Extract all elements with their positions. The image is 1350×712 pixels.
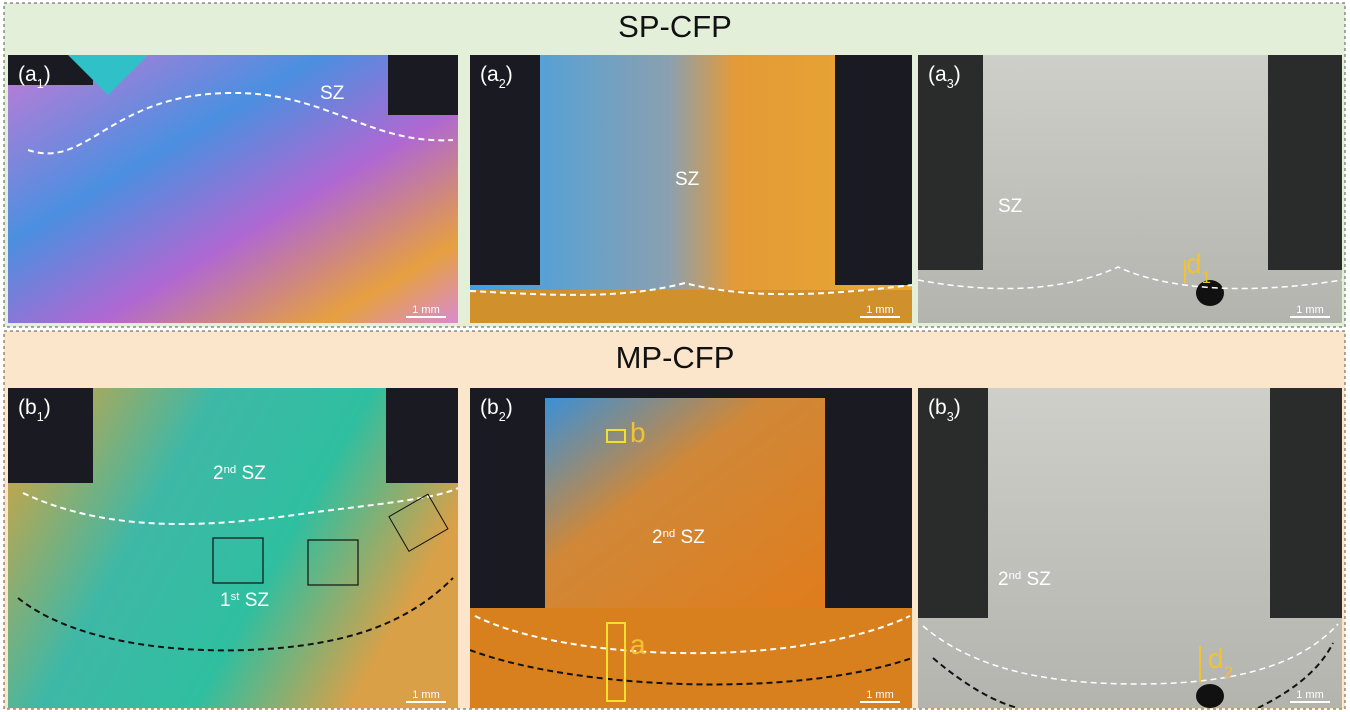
text-part: d — [1186, 248, 1202, 279]
mount — [1268, 55, 1342, 270]
annotation: SZ — [998, 196, 1023, 217]
text-part: SZ — [998, 196, 1023, 217]
annotation: 2nd SZ — [213, 463, 266, 484]
annotation: SZ — [675, 169, 700, 190]
text-part: (b — [480, 396, 499, 419]
mount — [835, 55, 912, 285]
scale-bar-label: 1 mm — [412, 689, 440, 701]
text-part: 2 — [213, 463, 224, 484]
micrograph — [545, 398, 825, 608]
text-part: nd — [1009, 570, 1022, 582]
text-part: 2 — [499, 77, 506, 91]
scale-bar-label: 1 mm — [1296, 304, 1324, 316]
text-part: SZ — [675, 169, 700, 190]
text-part: 2 — [652, 527, 663, 548]
text-part: d — [1208, 643, 1224, 674]
scale-bar-label: 1 mm — [866, 689, 894, 701]
text-part: ) — [954, 63, 961, 86]
annotation: 2nd SZ — [998, 569, 1051, 590]
annotation: 2nd SZ — [652, 527, 705, 548]
text-part: SZ — [1021, 569, 1051, 590]
annotation: b — [630, 417, 646, 448]
text-part: (a — [18, 63, 37, 86]
text-part: SZ — [320, 83, 345, 104]
text-part: ) — [44, 63, 51, 86]
image — [918, 55, 1342, 323]
text-part: 1 — [37, 77, 44, 91]
scale-bar-label: 1 mm — [866, 304, 894, 316]
text-part: b — [630, 417, 646, 448]
scale-bar-label: 1 mm — [412, 304, 440, 316]
section-title: SP-CFP — [618, 9, 732, 44]
section-title: MP-CFP — [616, 340, 735, 375]
text-part: ) — [506, 63, 513, 86]
panel: (a1) SZ 1 mm — [8, 55, 458, 323]
text-part: 1 — [220, 590, 231, 611]
text-part: 2 — [998, 569, 1009, 590]
text-part: nd — [224, 464, 237, 476]
text-part: ) — [44, 396, 51, 419]
mount — [388, 55, 458, 115]
text-part: SZ — [236, 463, 266, 484]
scale-bar-label: 1 mm — [1296, 689, 1324, 701]
text-part: 3 — [947, 77, 954, 91]
annotation: a — [630, 629, 646, 660]
text-part: 3 — [947, 410, 954, 424]
void — [1196, 684, 1224, 708]
annotation: SZ — [320, 83, 345, 104]
base — [470, 608, 912, 708]
image — [470, 388, 912, 708]
image — [8, 388, 458, 708]
text-part: 1 — [1202, 268, 1211, 287]
text-part: ) — [506, 396, 513, 419]
text-part: (a — [928, 63, 947, 86]
figure: SP-CFP MP-CFP (a1)SZ1 mm(a2)SZ1 mm(a3)SZ… — [0, 0, 1350, 712]
mount — [386, 388, 458, 483]
text-part: (b — [18, 396, 37, 419]
text-part: (b — [928, 396, 947, 419]
text-part: ) — [954, 396, 961, 419]
mount — [1270, 388, 1342, 618]
text-part: SZ — [675, 527, 705, 548]
image — [918, 388, 1342, 708]
panel: (a2) SZ 1 mm — [470, 55, 912, 323]
text-part: 1 — [37, 410, 44, 424]
text-part: SZ — [239, 590, 269, 611]
image — [8, 55, 458, 323]
text-part: 2 — [499, 410, 506, 424]
text-part: 2 — [1224, 663, 1233, 682]
base — [470, 290, 912, 323]
panel: (a3) SZ d1 1 mm — [918, 55, 1342, 323]
text-part: nd — [663, 528, 676, 540]
text-part: (a — [480, 63, 499, 86]
text-part: a — [630, 629, 646, 660]
annotation: 1st SZ — [220, 590, 269, 611]
